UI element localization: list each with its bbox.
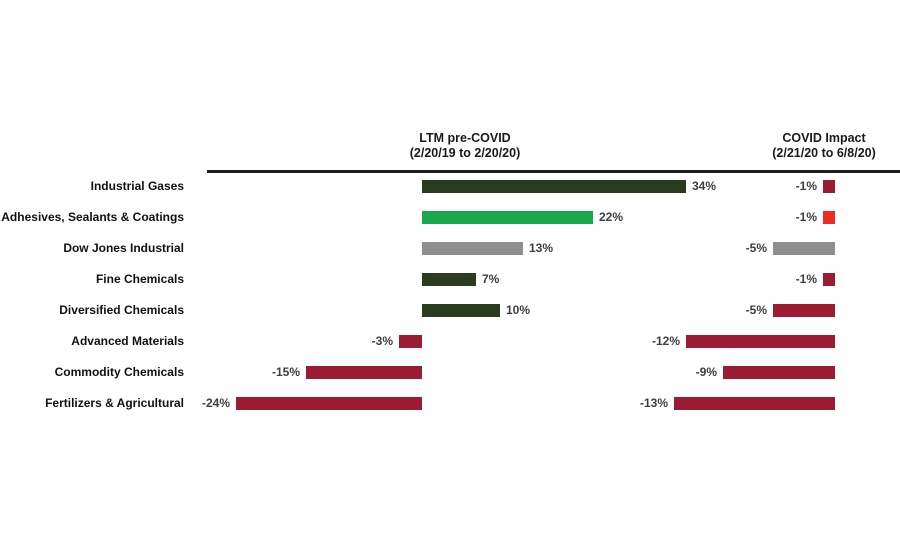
ltm-precovid-value-label: 10% xyxy=(506,303,531,317)
category-label: Commodity Chemicals xyxy=(54,365,184,379)
category-label: Fertilizers & Agricultural xyxy=(45,396,184,410)
ltm-precovid-value-label: -15% xyxy=(271,365,300,379)
ltm-precovid-bar xyxy=(422,180,686,193)
left-series-subtitle: (2/20/19 to 2/20/20) xyxy=(409,146,521,160)
category-label: Dow Jones Industrial xyxy=(63,241,184,255)
ltm-precovid-value-label: 7% xyxy=(482,272,500,286)
covid-impact-bar xyxy=(723,366,835,379)
ltm-precovid-bar xyxy=(422,273,476,286)
category-label: Diversified Chemicals xyxy=(59,303,184,317)
covid-impact-value-label: -12% xyxy=(651,334,680,348)
ltm-precovid-bar xyxy=(422,242,523,255)
covid-impact-value-label: -5% xyxy=(745,303,767,317)
covid-impact-bar xyxy=(686,335,835,348)
ltm-precovid-value-label: -24% xyxy=(201,396,230,410)
right-series-header: COVID Impact (2/21/20 to 6/8/20) xyxy=(694,131,900,161)
ltm-precovid-bar xyxy=(306,366,422,379)
ltm-precovid-value-label: 34% xyxy=(692,179,717,193)
ltm-precovid-bar xyxy=(399,335,422,348)
ltm-precovid-bar xyxy=(236,397,422,410)
header-divider-line xyxy=(207,170,900,173)
ltm-precovid-bar xyxy=(422,211,593,224)
ltm-precovid-value-label: 13% xyxy=(529,241,554,255)
right-series-title: COVID Impact xyxy=(782,131,866,145)
covid-impact-bar xyxy=(823,211,835,224)
covid-impact-bar xyxy=(674,397,835,410)
covid-impact-value-label: -13% xyxy=(639,396,668,410)
category-label: Industrial Gases xyxy=(90,179,184,193)
category-label: Fine Chemicals xyxy=(95,272,184,286)
right-series-subtitle: (2/21/20 to 6/8/20) xyxy=(772,146,876,160)
category-label: Adhesives, Sealants & Coatings xyxy=(1,210,184,224)
covid-impact-value-label: -9% xyxy=(695,365,717,379)
ltm-precovid-value-label: 22% xyxy=(599,210,624,224)
ltm-precovid-value-label: -3% xyxy=(371,334,393,348)
covid-impact-bar xyxy=(773,304,835,317)
covid-impact-value-label: -5% xyxy=(745,241,767,255)
left-series-header: LTM pre-COVID (2/20/19 to 2/20/20) xyxy=(335,131,595,161)
ltm-precovid-bar xyxy=(422,304,500,317)
covid-impact-bar xyxy=(773,242,835,255)
covid-impact-bar xyxy=(823,180,835,193)
covid-impact-value-label: -1% xyxy=(795,210,817,224)
covid-impact-value-label: -1% xyxy=(795,272,817,286)
covid-impact-value-label: -1% xyxy=(795,179,817,193)
category-label: Advanced Materials xyxy=(71,334,184,348)
covid-impact-bar xyxy=(823,273,835,286)
left-series-title: LTM pre-COVID xyxy=(419,131,511,145)
